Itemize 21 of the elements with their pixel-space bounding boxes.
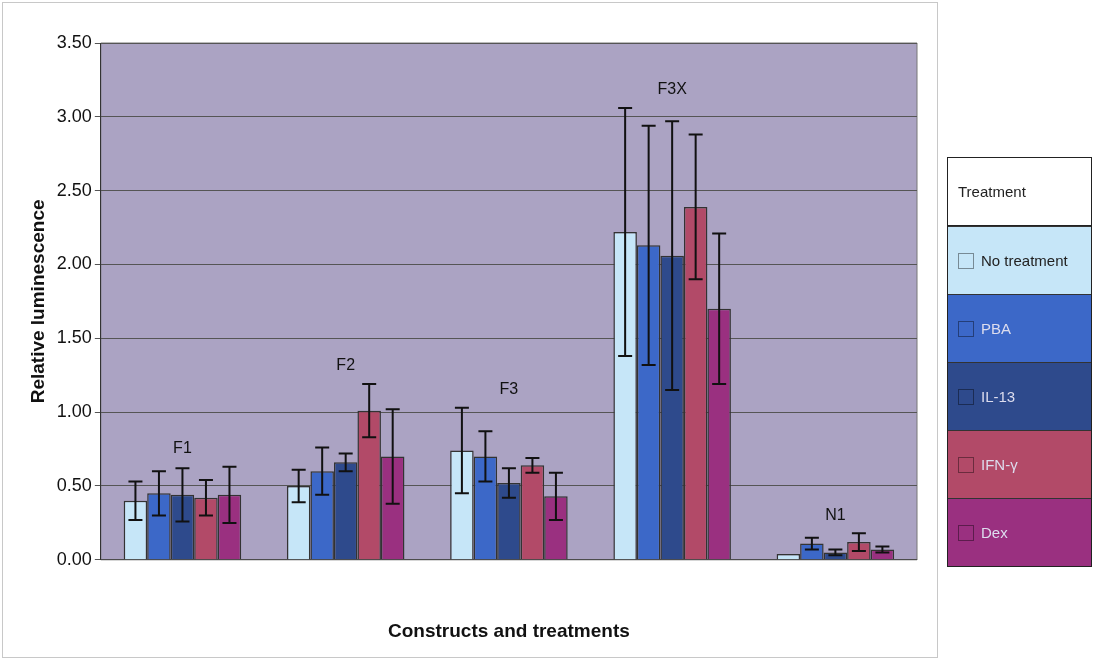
- legend-label: IL-13: [981, 388, 1016, 405]
- legend-label: IFN-γ: [981, 456, 1018, 473]
- x-tick-label: F2: [336, 356, 356, 374]
- y-tick-label: 0.00: [56, 548, 92, 569]
- y-tick-label: 2.00: [56, 253, 92, 274]
- x-tick-label: F1: [173, 439, 192, 457]
- y-tick-label: 1.50: [56, 327, 92, 348]
- x-tick-label: N1: [825, 505, 846, 523]
- x-axis-title: Constructs and treatments: [388, 619, 630, 641]
- y-tick-label: 3.50: [56, 31, 92, 52]
- legend-label: PBA: [981, 320, 1012, 337]
- legend-title: Treatment: [948, 158, 1091, 226]
- legend-label: No treatment: [981, 252, 1068, 269]
- legend-label: Dex: [981, 524, 1008, 541]
- y-tick-label: 2.50: [56, 179, 92, 200]
- y-tick-label: 3.00: [56, 105, 92, 126]
- x-tick-label: F3X: [657, 80, 688, 98]
- x-tick-label: F3: [499, 380, 519, 398]
- y-tick-label: 1.00: [56, 401, 92, 422]
- y-tick-label: 0.50: [56, 474, 92, 495]
- y-axis-title: Relative luminescence: [26, 199, 48, 404]
